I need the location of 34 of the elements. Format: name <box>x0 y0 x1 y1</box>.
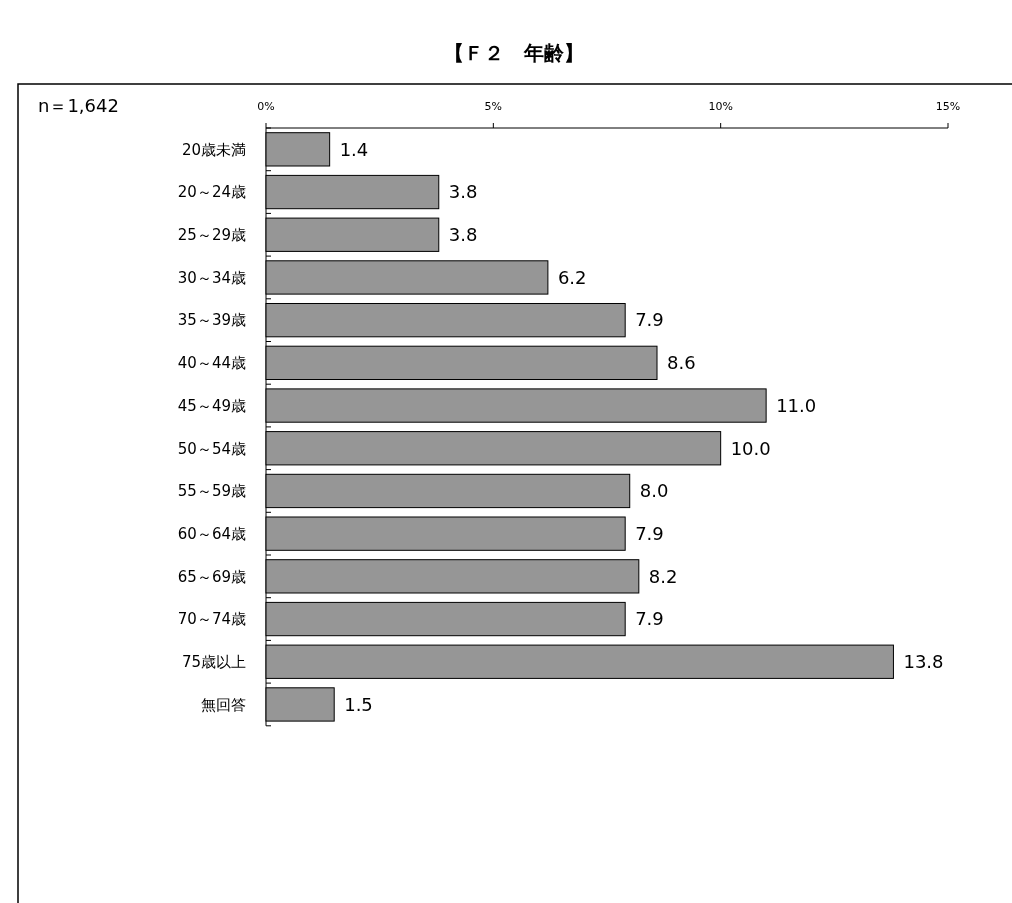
data-label: 3.8 <box>448 224 478 246</box>
y-tick-label: 45～49歳 <box>177 396 246 415</box>
y-tick-label: 70～74歳 <box>177 610 246 629</box>
x-tick-label: 5% <box>484 100 503 113</box>
y-tick-label: 無回答 <box>201 695 246 714</box>
y-tick-label: 20歳未満 <box>181 140 246 159</box>
y-tick-label: 40～44歳 <box>177 354 246 373</box>
data-label: 13.8 <box>903 651 944 673</box>
y-tick-label: 25～29歳 <box>177 226 246 244</box>
data-label: 1.5 <box>344 693 373 715</box>
x-tick-label: 15% <box>935 100 961 113</box>
data-label: 7.9 <box>635 608 664 630</box>
y-tick-label: 35～39歳 <box>177 311 246 330</box>
y-tick-label: 60～64歳 <box>177 524 246 543</box>
data-label: 3.8 <box>448 181 478 203</box>
y-tick-label: 55～59歳 <box>177 482 246 501</box>
data-label: 8.6 <box>667 352 696 374</box>
y-tick-label: 75歳以上 <box>181 653 246 671</box>
data-label: 1.4 <box>339 138 369 160</box>
y-tick-label: 65～69歳 <box>177 567 246 586</box>
y-tick-label: 20～24歳 <box>177 183 246 202</box>
data-label: 6.2 <box>557 266 587 288</box>
y-tick-label: 30～34歳 <box>177 268 246 287</box>
data-label: 11.0 <box>776 394 817 416</box>
data-label: 8.2 <box>648 565 678 587</box>
x-tick-label: 10% <box>708 100 733 113</box>
data-label: 7.9 <box>635 309 664 331</box>
text: n＝1,642 <box>38 95 119 116</box>
x-tick-label: 0% <box>257 100 275 113</box>
data-label: 7.9 <box>635 522 664 544</box>
y-tick-label: 50～54歳 <box>177 439 246 458</box>
data-label: 8.0 <box>639 480 669 502</box>
chart-title: 【Ｆ２ 年齢】 <box>444 41 584 65</box>
data-label: 10.0 <box>730 437 771 459</box>
